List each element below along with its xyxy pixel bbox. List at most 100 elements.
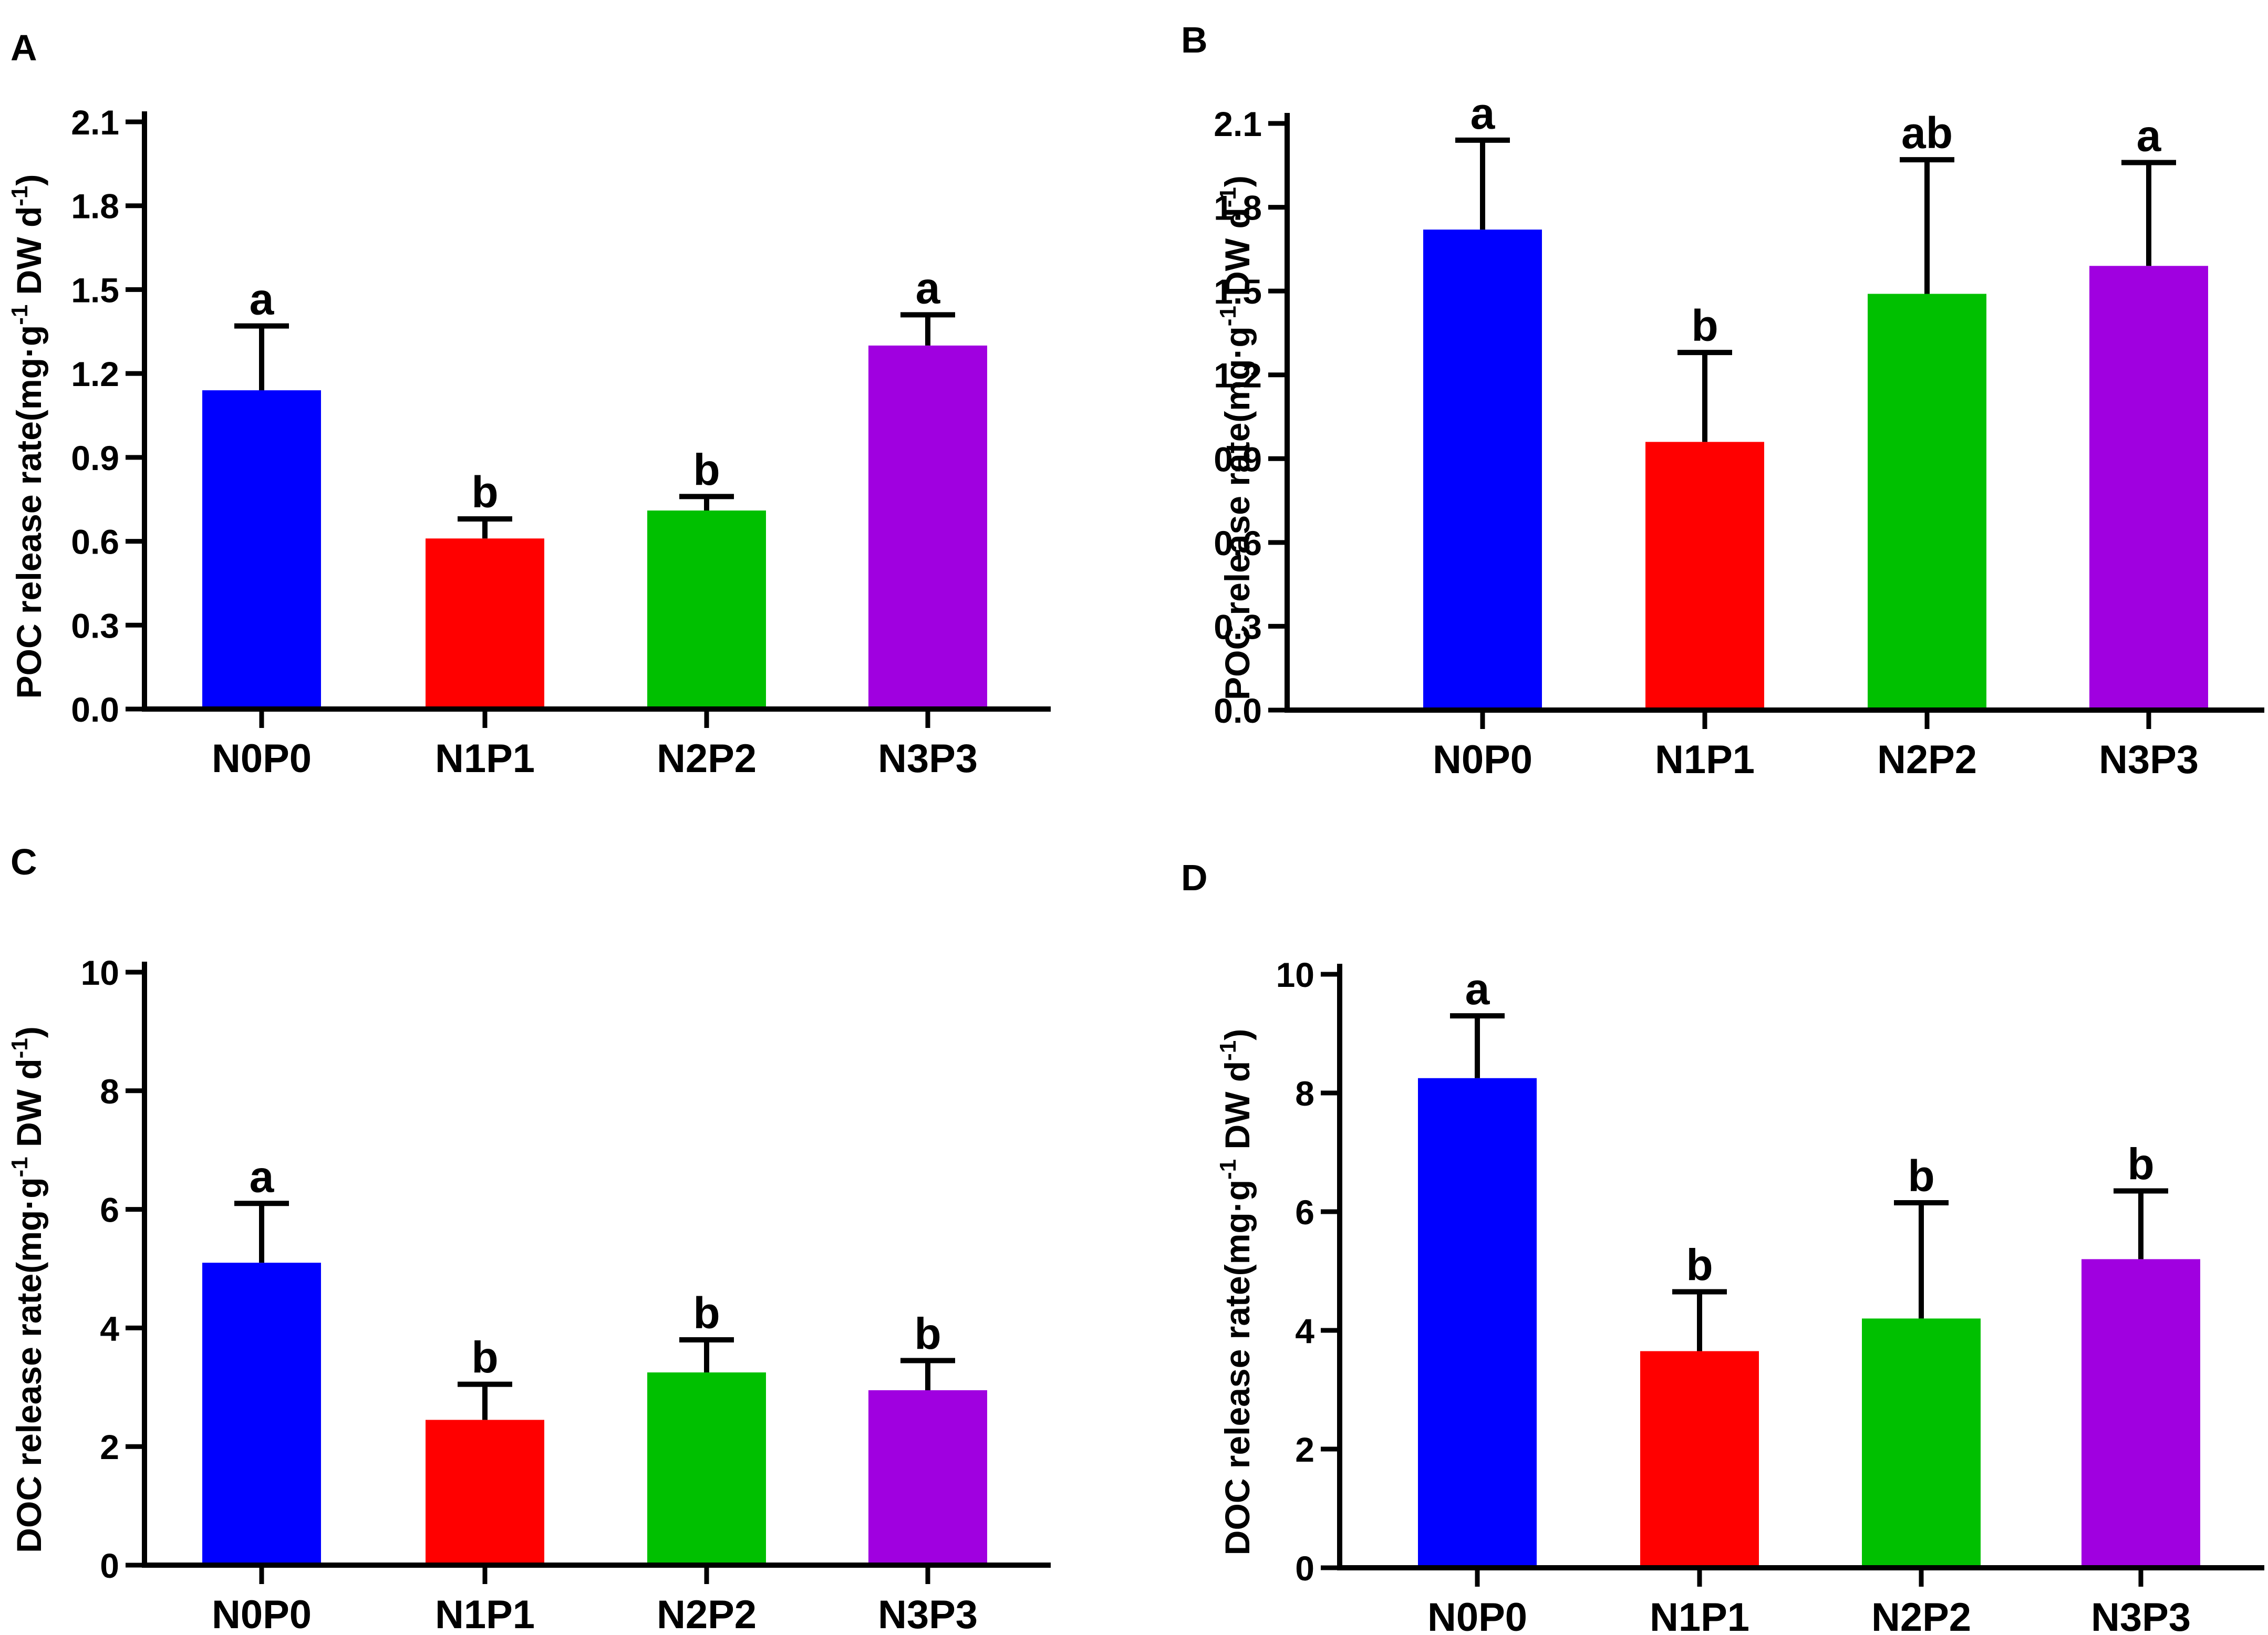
y-tick-label: 2 [100,1428,119,1466]
significance-letter: a [1470,89,1496,138]
significance-letter: a [916,263,941,313]
y-tick-label: 0.3 [1214,607,1262,646]
bar [647,511,766,709]
y-axis-label-text: DOC release rate(mg·g [9,1177,48,1553]
y-tick-label: 6 [1295,1193,1314,1232]
y-axis-label-text: ) [9,174,48,186]
y-axis-label-superscript: -1 [7,1038,33,1058]
x-tick-label: N0P0 [212,1592,312,1635]
bar [1645,442,1764,710]
x-tick-label: N3P3 [878,1592,978,1635]
significance-letter: b [1908,1151,1934,1201]
significance-letter: b [693,445,720,494]
y-axis-label-superscript: -1 [1215,1040,1241,1061]
y-axis-label-superscript: -1 [7,186,33,206]
y-axis-label: DOC release rate(mg·g-1 DW d-1) [7,1026,48,1553]
x-tick-label: N0P0 [1427,1595,1527,1635]
y-axis-label: POC release rate(mg·g-1 DW d-1) [7,174,48,699]
x-tick-label: N0P0 [212,736,312,781]
y-axis-label-text: DW d [9,1058,48,1157]
y-tick-label: 0.0 [71,690,119,729]
panel-label: C [11,841,37,882]
y-tick-label: 2.1 [1214,105,1262,143]
significance-letter: ab [1901,108,1953,158]
bar [1868,294,1986,710]
bar [1640,1351,1759,1568]
x-tick-label: N2P2 [657,736,757,781]
significance-letter: a [2137,111,2162,160]
y-tick-label: 8 [100,1072,119,1111]
x-tick-label: N1P1 [1650,1595,1749,1635]
bar [202,390,321,709]
bar [1862,1318,1981,1568]
y-tick-label: 0.9 [71,439,119,477]
significance-letter: a [250,1152,275,1201]
y-tick-label: 1.8 [71,187,119,226]
y-tick-label: 0.3 [71,606,119,645]
y-axis-label-superscript: -1 [1215,306,1241,326]
significance-letter: a [250,275,275,324]
y-tick-label: 0.6 [71,523,119,561]
y-axis-label-text: POC release rate(mg·g [1218,326,1257,700]
y-tick-label: 0.6 [1214,524,1262,563]
significance-letter: b [914,1309,941,1358]
y-tick-label: 10 [81,953,119,992]
y-axis-label-superscript: -1 [1215,1159,1241,1180]
bar [1423,230,1542,711]
y-tick-label: 4 [100,1309,119,1348]
y-axis-label-superscript: -1 [7,1157,33,1177]
x-tick-label: N2P2 [1877,737,1977,782]
bar [2081,1259,2200,1568]
y-tick-label: 1.2 [1214,356,1262,395]
y-axis-label-text: ) [9,1026,48,1038]
y-tick-label: 2.1 [71,103,119,142]
bar [868,345,987,709]
bar [2089,266,2208,710]
x-tick-label: N3P3 [2091,1595,2191,1635]
y-axis-label-text: ) [1218,175,1257,187]
bar [202,1263,321,1565]
significance-letter: b [1691,301,1718,350]
y-axis-label-text: DOC release rate(mg·g [1218,1180,1257,1555]
bar [426,538,544,709]
bar [868,1390,987,1565]
panel-label: A [11,27,37,68]
y-axis-label: DOC release rate(mg·g-1 DW d-1) [1215,1029,1257,1555]
y-tick-label: 4 [1295,1311,1314,1350]
panel-c: Ca b b b 0 2 4 6 8 10 N0P0 N1P1 N2P2 N3P3 DOC release … [7,841,1051,1635]
y-tick-label: 0.0 [1214,691,1262,730]
y-axis-label-text: DW d [1218,1061,1257,1159]
y-tick-label: 0 [100,1546,119,1585]
x-tick-label: N3P3 [2099,737,2199,782]
y-tick-label: 10 [1276,955,1314,994]
y-tick-label: 1.5 [71,270,119,309]
x-tick-label: N2P2 [1871,1595,1971,1635]
panel-d: Da b b b 0 2 4 6 8 10 N0P0 N1P1 N2P2 N3P3 DOC release … [1181,857,2264,1635]
bar [647,1372,766,1565]
y-axis-label: POC release rate(mg·g-1 DW d-1) [1215,175,1257,700]
y-tick-label: 2 [1295,1430,1314,1469]
significance-letter: b [1686,1241,1713,1290]
y-axis-label-superscript: -1 [7,305,33,325]
panel-a: Aa b b a 0.0 0.3 0.6 0.9 1.2 1.5 1.8 2.1 N0P0 N1P1 N2P… [7,27,1051,781]
y-tick-label: 1.5 [1214,272,1262,311]
y-axis-label-superscript: -1 [1215,187,1241,207]
y-axis-label-text: DW d [9,206,48,305]
x-tick-label: N0P0 [1433,737,1532,782]
y-tick-label: 8 [1295,1074,1314,1113]
y-axis-label-text: DW d [1218,207,1257,306]
significance-letter: b [2127,1139,2154,1189]
y-tick-label: 0.9 [1214,440,1262,478]
y-axis-label-text: ) [1218,1029,1257,1040]
significance-letter: b [693,1288,720,1338]
x-tick-label: N1P1 [435,1592,535,1635]
x-tick-label: N2P2 [657,1592,757,1635]
y-axis-label-text: POC release rate(mg·g [9,325,48,699]
x-tick-label: N1P1 [1655,737,1755,782]
bar [1418,1078,1537,1568]
x-tick-label: N3P3 [878,736,978,781]
panel-label: B [1181,19,1208,60]
significance-letter: b [471,1333,498,1382]
y-tick-label: 6 [100,1191,119,1230]
